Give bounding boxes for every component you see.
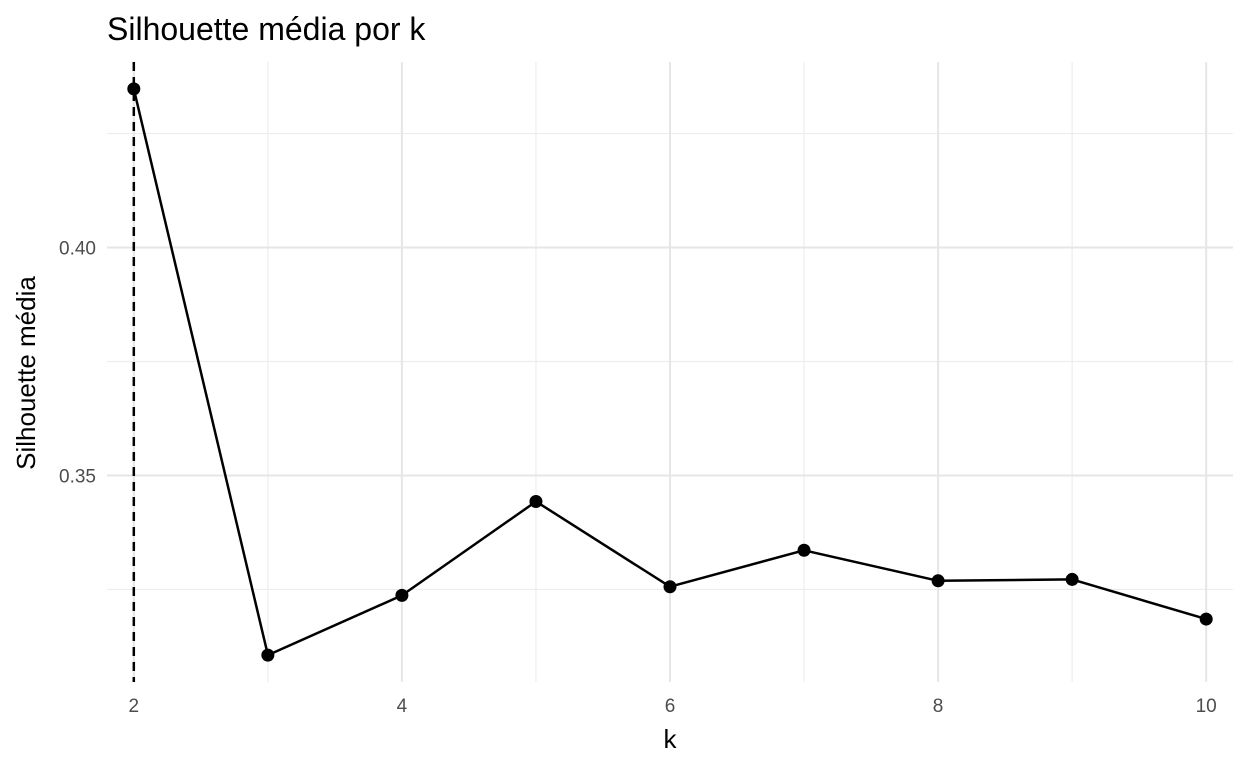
y-tick-label: 0.40 — [59, 239, 96, 260]
x-tick-label: 6 — [665, 696, 676, 717]
x-tick-label: 8 — [933, 696, 944, 717]
points-layer — [127, 82, 1213, 662]
plot-area — [107, 62, 1233, 682]
data-point — [127, 82, 141, 96]
data-point — [1199, 612, 1213, 626]
x-tick-label: 4 — [397, 696, 408, 717]
data-point — [261, 648, 275, 662]
chart-title: Silhouette média por k — [107, 11, 426, 47]
x-axis-title: k — [664, 724, 678, 754]
x-axis-ticks: 2 4 6 8 10 — [129, 696, 1217, 717]
data-point — [1065, 572, 1079, 586]
y-tick-label: 0.35 — [59, 466, 96, 487]
data-point — [663, 580, 677, 594]
x-tick-label: 2 — [129, 696, 140, 717]
y-axis-title: Silhouette média — [11, 276, 41, 470]
data-point — [931, 574, 945, 588]
data-point — [529, 494, 543, 508]
data-point — [797, 543, 811, 557]
data-point — [395, 588, 409, 602]
x-tick-label: 10 — [1196, 696, 1217, 717]
y-axis-ticks: 0.35 0.40 — [59, 239, 96, 488]
